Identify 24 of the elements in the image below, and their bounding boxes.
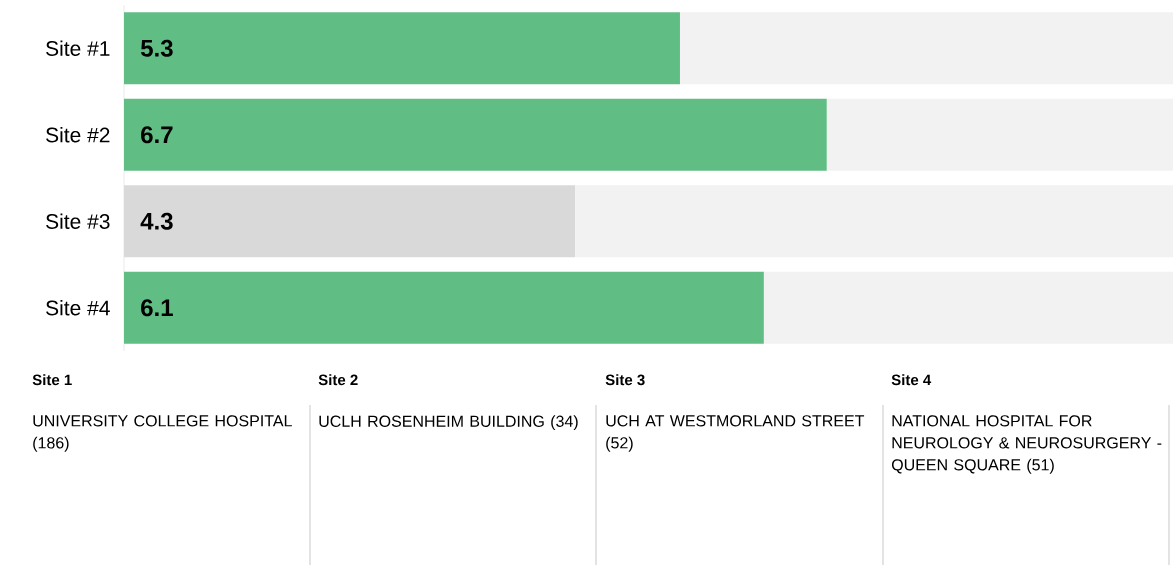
text: Site 1	[32, 374, 72, 386]
y-tick-label: Site #2	[46, 127, 110, 143]
bar	[826, 98, 1173, 171]
y-tick-label: Site #1	[46, 40, 110, 56]
data-label: 4.3	[140, 212, 173, 230]
bar	[124, 271, 764, 344]
bar	[575, 185, 1173, 258]
text: Site 4	[891, 374, 932, 386]
text: Site 3	[605, 374, 645, 386]
bar	[124, 98, 827, 171]
text: Site 2	[318, 374, 358, 386]
data-label: 5.3	[140, 39, 173, 57]
data-label: 6.1	[141, 299, 173, 317]
text: NATIONAL HOSPITAL FOR NEUROLOGY & NEUROSURGERY - QUEEN SQUARE (51)	[891, 415, 1162, 474]
bar	[124, 12, 680, 85]
text: UCLH ROSENHEIM BUILDING (34)	[319, 415, 578, 431]
bar	[763, 271, 1173, 344]
y-tick-label: Site #3	[46, 213, 110, 229]
bar	[124, 185, 576, 258]
bar	[679, 12, 1173, 85]
y-tick-label: Site #4	[46, 300, 110, 316]
text: UNIVERSITY COLLEGE HOSPITAL (186)	[33, 415, 292, 452]
data-label: 6.7	[141, 126, 173, 144]
text: UCH AT WESTMORLAND STREET (52)	[606, 415, 865, 452]
